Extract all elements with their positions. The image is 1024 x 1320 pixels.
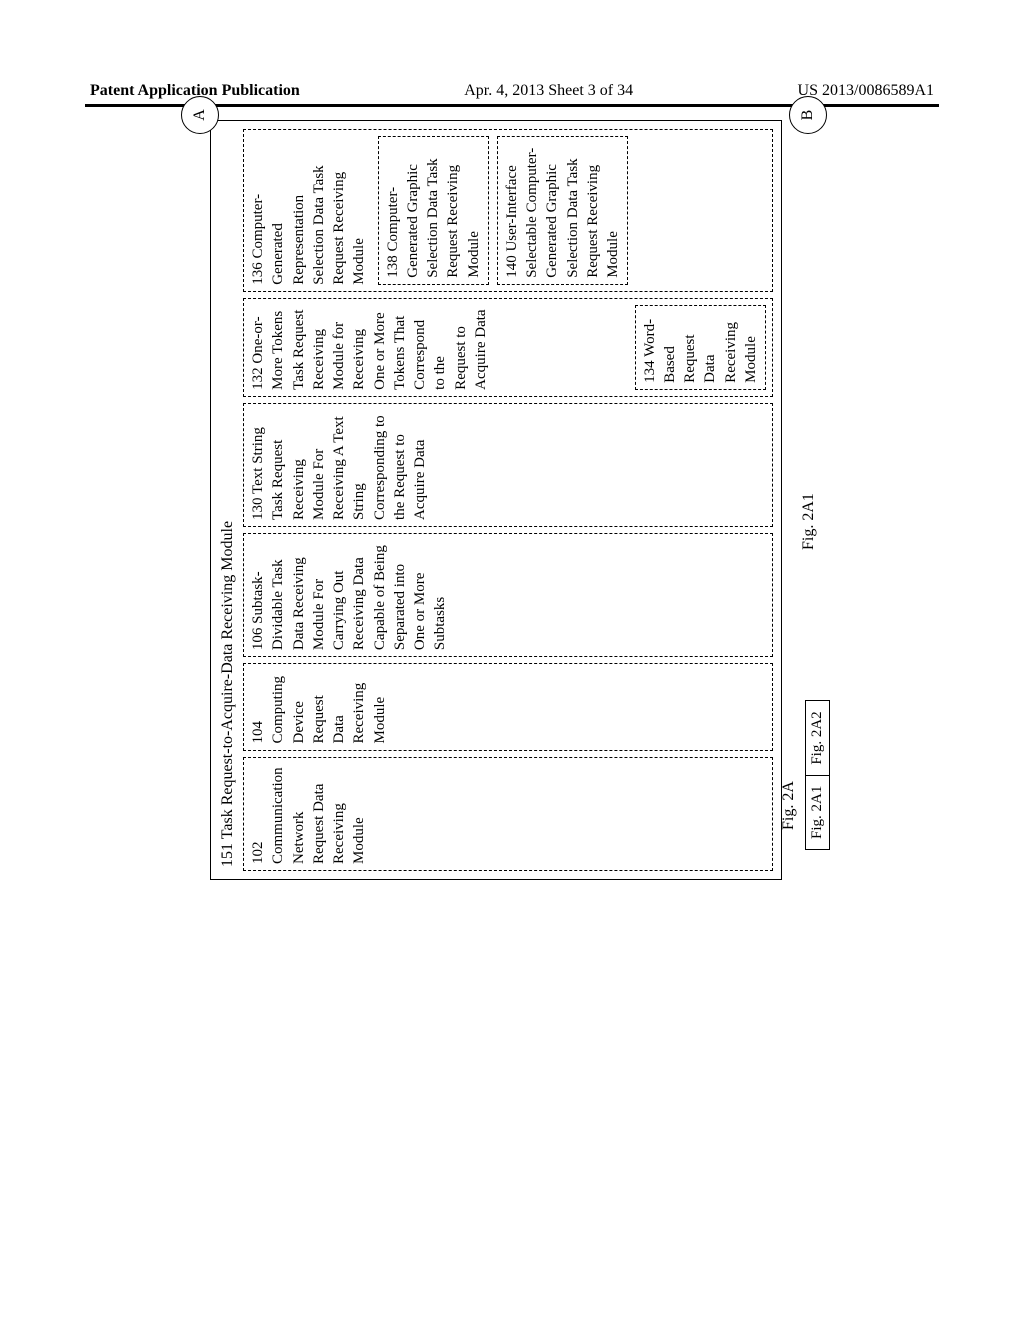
box-140: 140 User-Interface Selectable Computer-G… — [497, 136, 629, 285]
module-row: 102 Communication Network Request Data R… — [243, 129, 773, 871]
box-130: 130 Text String Task Request Receiving M… — [243, 403, 773, 527]
box-132-text: 132 One-or-More Tokens Task Request Rece… — [250, 309, 489, 389]
header-patent-number: US 2013/0086589A1 — [798, 82, 934, 100]
figure-2a-label: Fig. 2A — [780, 781, 798, 830]
box-106: 106 Subtask-Dividable Task Data Receivin… — [243, 533, 773, 657]
key-cell-left: Fig. 2A1 — [806, 775, 829, 849]
box-102: 102 Communication Network Request Data R… — [243, 757, 773, 871]
box-136-text: 136 Computer-Generated Representation Se… — [250, 165, 367, 284]
box-134: 134 Word-Based Request Data Receiving Mo… — [635, 305, 767, 390]
main-module-title: 151 Task Request-to-Acquire-Data Receivi… — [219, 129, 237, 871]
connector-a: A — [181, 96, 219, 134]
figure-2a1-label: Fig. 2A1 — [800, 493, 818, 550]
header-date-sheet: Apr. 4, 2013 Sheet 3 of 34 — [464, 82, 633, 100]
page-header: Patent Application Publication Apr. 4, 2… — [0, 82, 1024, 100]
main-module-box: 151 Task Request-to-Acquire-Data Receivi… — [210, 120, 782, 880]
figure-key-box: Fig. 2A1 Fig. 2A2 — [805, 700, 830, 850]
box-104: 104 Computing Device Request Data Receiv… — [243, 663, 773, 750]
connector-b: B — [789, 96, 827, 134]
key-cell-right: Fig. 2A2 — [806, 701, 829, 774]
box-132: 132 One-or-More Tokens Task Request Rece… — [243, 298, 773, 397]
box-136: 136 Computer-Generated Representation Se… — [243, 129, 773, 292]
diagram-rotated-container: 151 Task Request-to-Acquire-Data Receivi… — [210, 120, 810, 880]
box-138: 138 Computer-Generated Graphic Selection… — [378, 136, 489, 285]
